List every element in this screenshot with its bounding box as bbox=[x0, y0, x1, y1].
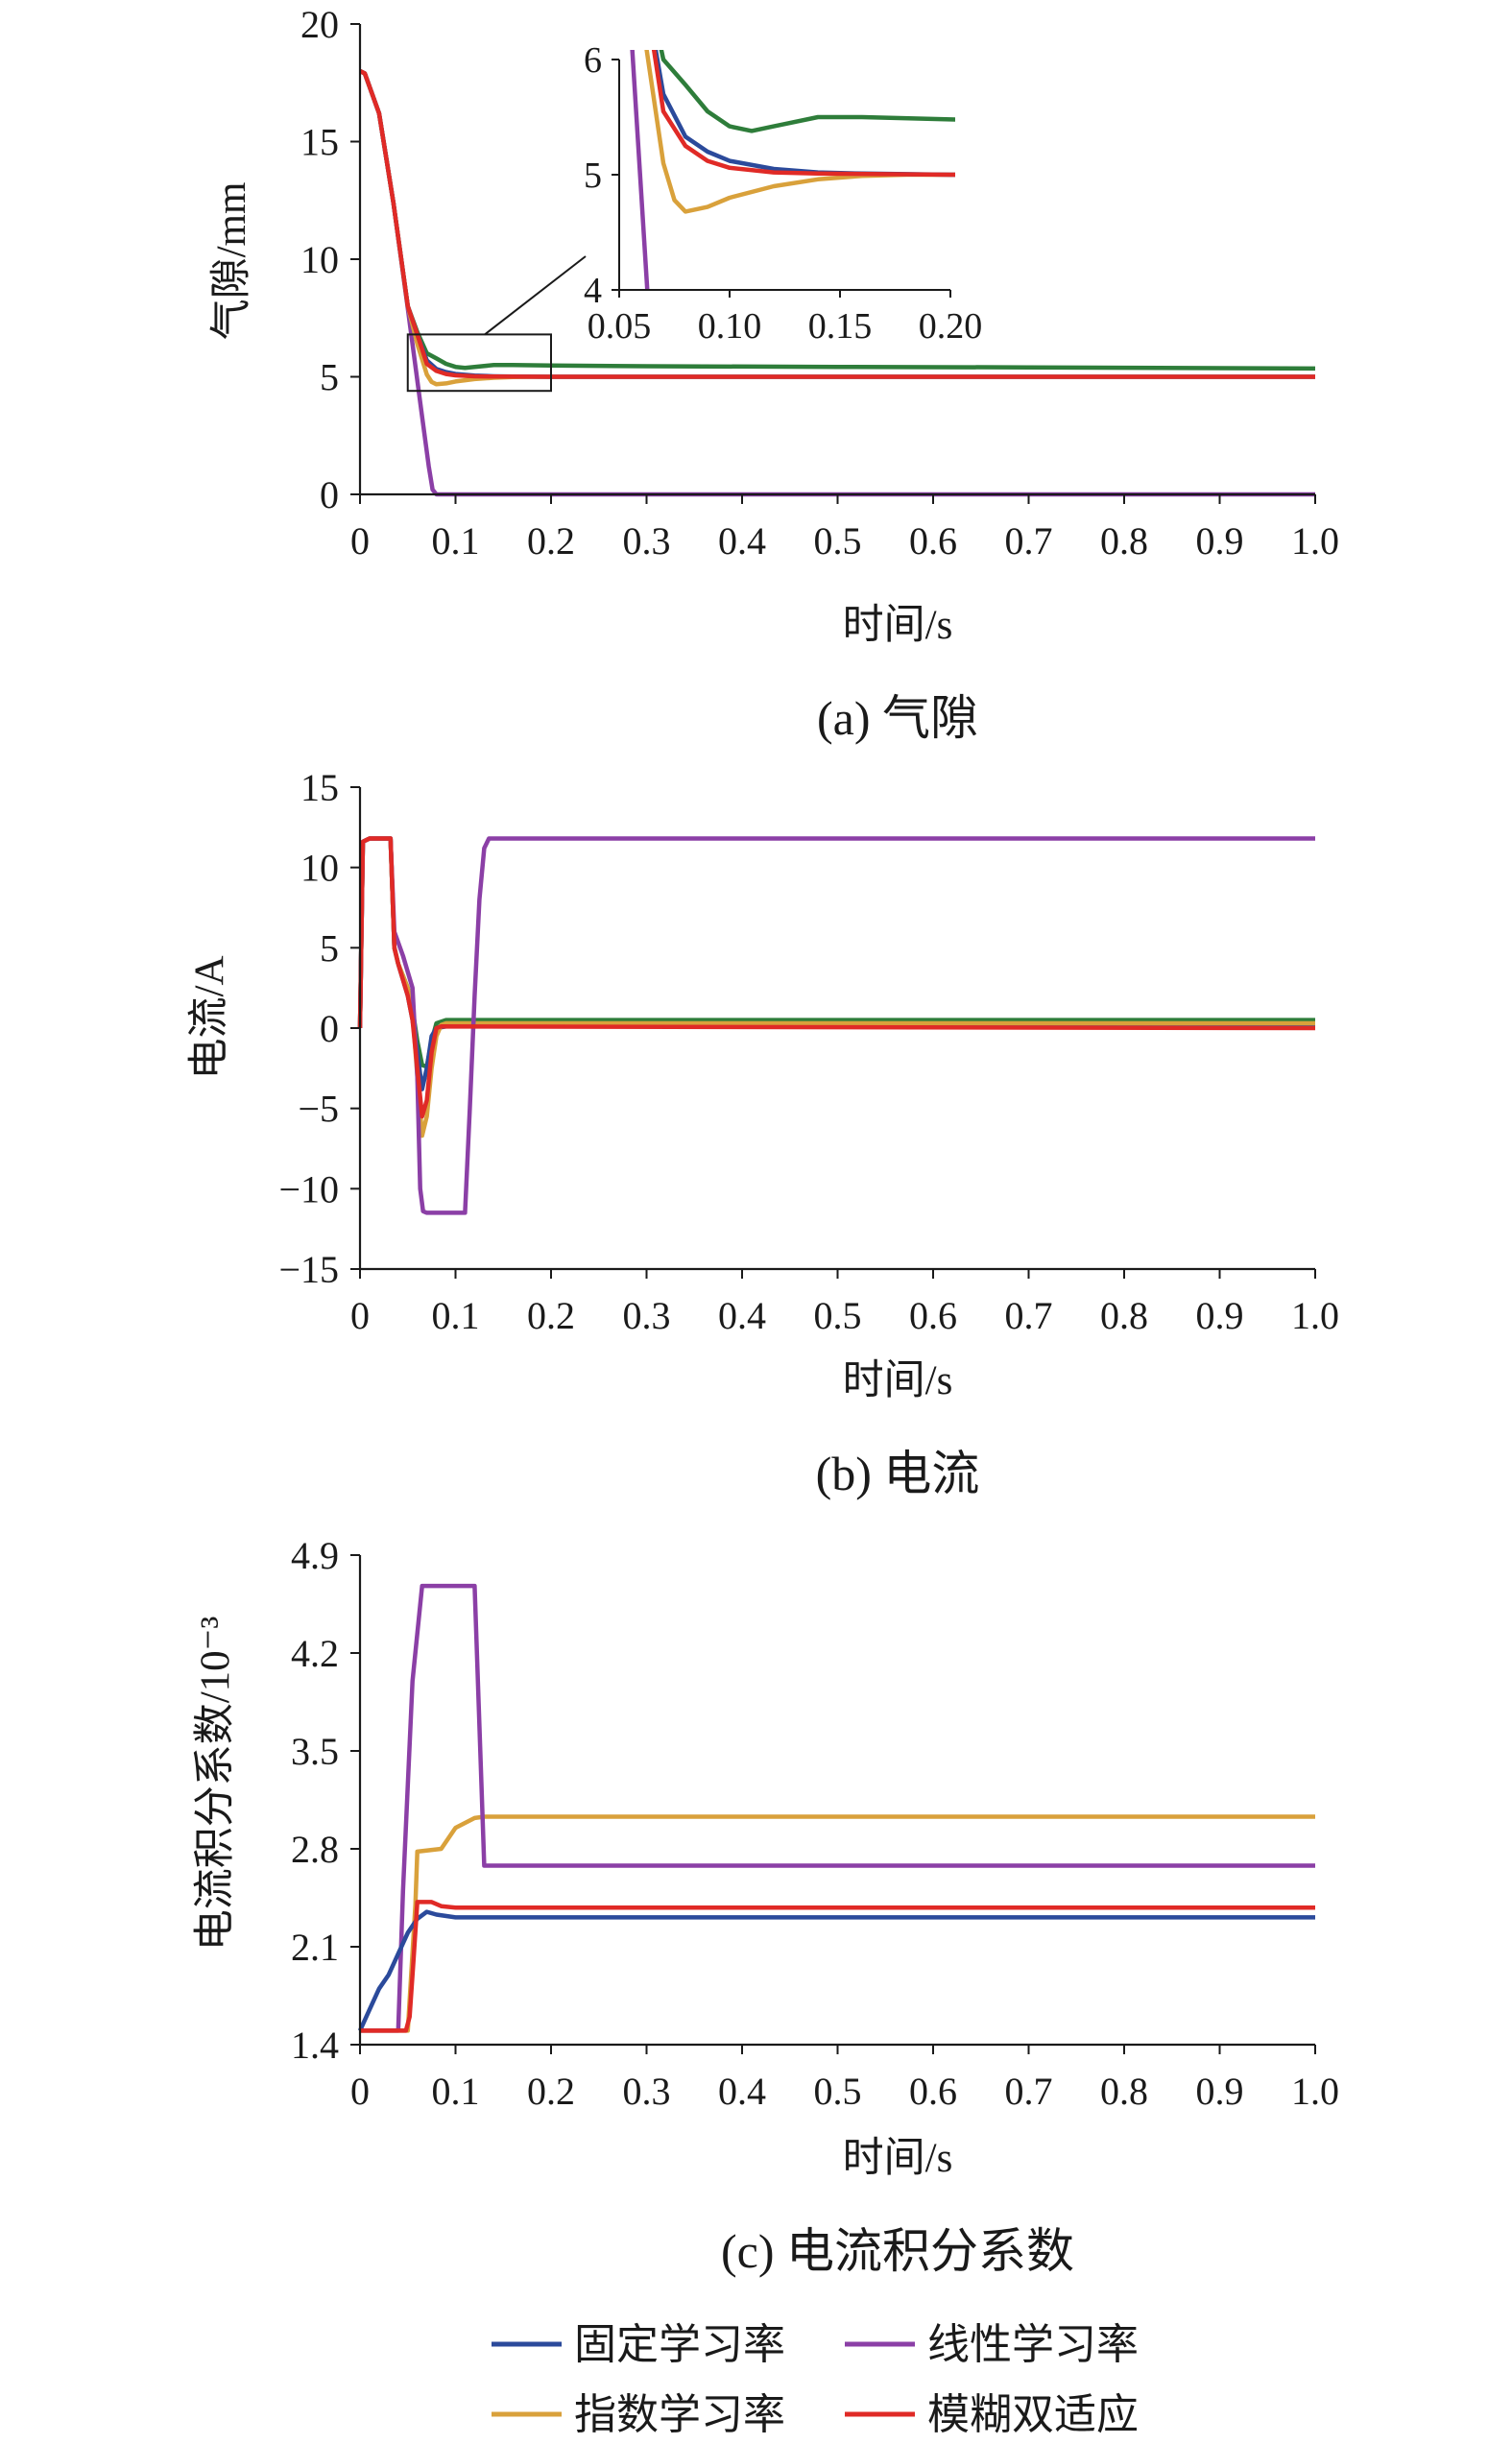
panel-c-caption: (c) 电流积分系数 bbox=[721, 2224, 1074, 2278]
inset-y-tick-label: 6 bbox=[584, 40, 602, 81]
inset-line-fuzzy bbox=[651, 50, 955, 178]
panel-b-caption: (b) 电流 bbox=[816, 1447, 980, 1500]
panel-b-x-tick-label: 0.7 bbox=[1005, 1294, 1053, 1337]
panel-b-y-tick-label: −10 bbox=[278, 1167, 339, 1210]
panel-b-y-tick-label: −15 bbox=[278, 1248, 339, 1291]
panel-c-x-tick-label: 0.7 bbox=[1005, 2070, 1053, 2113]
panel-c-y-tick-label: 4.9 bbox=[291, 1534, 339, 1577]
panel-b-y-tick-label: 5 bbox=[320, 926, 339, 970]
panel-b-x-tick-label: 0.8 bbox=[1100, 1294, 1148, 1337]
panel-b-ylabel: 电流/A bbox=[187, 956, 232, 1080]
panel-a-x-tick-label: 0.2 bbox=[527, 519, 575, 563]
panel-c-axes: 0 0.1 0.2 0.3 0.4 0.5 0.6 0.7 0.8 0.9 1.0 1.4 2.1 2.8… bbox=[291, 1534, 1339, 2113]
inset-y-tick-label: 4 bbox=[584, 271, 602, 311]
panel-b-x-tick-label: 0.3 bbox=[623, 1294, 671, 1337]
panel-a-x-tick-label: 0.7 bbox=[1005, 519, 1053, 563]
panel-c-line-linear bbox=[360, 1583, 1315, 2033]
panel-b-current-chart: 0 0.1 0.2 0.3 0.4 0.5 0.6 0.7 0.8 0.9 1.0 −15 −10 −5 0… bbox=[187, 766, 1339, 1500]
panel-a-line-fuzzy bbox=[358, 68, 1315, 379]
panel-b-line-fixed bbox=[357, 836, 1315, 1091]
panel-b-line-fuzzy bbox=[357, 836, 1316, 1119]
panel-c-x-tick-label: 0.3 bbox=[623, 2070, 671, 2113]
panel-a-x-tick-label: 0.5 bbox=[814, 519, 862, 563]
legend-label-exponential: 指数学习率 bbox=[574, 2391, 785, 2438]
panel-a-x-tick-label: 0.9 bbox=[1196, 519, 1244, 563]
panel-c-y-tick-label: 1.4 bbox=[291, 2024, 339, 2067]
panel-c-x-tick-label: 0.2 bbox=[527, 2070, 575, 2113]
panel-c-series bbox=[357, 1583, 1315, 2033]
panel-a-y-tick-label: 10 bbox=[300, 238, 339, 281]
panel-a-inset: 0.05 0.10 0.15 0.20 4 5 6 bbox=[406, 40, 983, 393]
panel-c-y-tick-label: 2.8 bbox=[291, 1828, 339, 1871]
zoom-box bbox=[406, 333, 552, 393]
panel-c-x-tick-label: 0 bbox=[350, 2070, 370, 2113]
panel-c-line-exponential bbox=[360, 1814, 1315, 2033]
panel-b-line-exponential bbox=[357, 836, 1315, 1138]
panel-b-series bbox=[357, 836, 1316, 1215]
panel-a-x-tick-label: 0.4 bbox=[718, 519, 766, 563]
panel-c-integral-coefficient-chart: 0 0.1 0.2 0.3 0.4 0.5 0.6 0.7 0.8 0.9 1.0 1.4 2.1 2.8… bbox=[193, 1534, 1339, 2278]
panel-c-y-tick-label: 3.5 bbox=[291, 1730, 339, 1773]
panel-b-y-tick-label: 10 bbox=[300, 847, 339, 890]
panel-a-caption: (a) 气隙 bbox=[817, 691, 978, 745]
panel-b-x-tick-label: 0 bbox=[350, 1294, 370, 1337]
panel-a-y-tick-label: 0 bbox=[320, 473, 339, 516]
panel-b-x-tick-label: 1.0 bbox=[1291, 1294, 1339, 1337]
panel-a-gap-chart: 0 0.1 0.2 0.3 0.4 0.5 0.6 0.7 0.8 0.9 1.005101520 … bbox=[209, 3, 1339, 745]
inset-series bbox=[630, 50, 955, 290]
panel-b-x-tick-label: 0.5 bbox=[814, 1294, 862, 1337]
panel-c-ylabel: 电流积分系数/10⁻³ bbox=[193, 1617, 238, 1952]
legend-label-fuzzy: 模糊双适应 bbox=[927, 2391, 1139, 2438]
panel-a-axes: 0 0.1 0.2 0.3 0.4 0.5 0.6 0.7 0.8 0.9 1.0 0 5 10 15 20 bbox=[300, 3, 1339, 563]
panel-b-x-tick-label: 0.1 bbox=[432, 1294, 480, 1337]
panel-b-x-tick-label: 0.6 bbox=[909, 1294, 957, 1337]
legend-label-linear: 线性学习率 bbox=[927, 2321, 1139, 2368]
panel-c-line-fixed bbox=[357, 1909, 1315, 2032]
inset-line-exponential bbox=[644, 50, 955, 214]
panel-b-line-green bbox=[357, 836, 1315, 1069]
panel-b-x-tick-label: 0.4 bbox=[718, 1294, 766, 1337]
panel-a-y-tick-label: 15 bbox=[300, 121, 339, 164]
panel-c-x-tick-label: 0.6 bbox=[909, 2070, 957, 2113]
legend-label-fixed: 固定学习率 bbox=[574, 2321, 785, 2368]
panel-b-y-tick-label: 0 bbox=[320, 1007, 339, 1050]
panel-b-y-tick-label: 15 bbox=[300, 766, 339, 809]
inset-x-tick-label: 0.15 bbox=[808, 306, 873, 347]
panel-b-x-tick-label: 0.9 bbox=[1196, 1294, 1244, 1337]
panel-c-xlabel: 时间/s bbox=[843, 2136, 953, 2181]
panel-c-x-tick-label: 0.5 bbox=[814, 2070, 862, 2113]
inset-x-tick-label: 0.10 bbox=[698, 306, 762, 347]
panel-a-y-tick-label: 5 bbox=[320, 356, 339, 399]
panel-a-x-tick-label: 0 bbox=[350, 519, 370, 563]
panel-a-x-tick-label: 0.3 bbox=[623, 519, 671, 563]
legend: 固定学习率 线性学习率 指数学习率 模糊双适应 bbox=[492, 2321, 1139, 2438]
inset-x-tick-label: 0.05 bbox=[588, 306, 652, 347]
inset-line-green bbox=[659, 50, 955, 133]
panel-c-x-tick-label: 1.0 bbox=[1291, 2070, 1339, 2113]
panel-c-x-tick-label: 0.4 bbox=[718, 2070, 766, 2113]
zoom-connector bbox=[484, 255, 587, 336]
panel-a-x-tick-label: 1.0 bbox=[1291, 519, 1339, 563]
panel-c-x-tick-label: 0.8 bbox=[1100, 2070, 1148, 2113]
panel-a-series bbox=[358, 68, 1316, 497]
panel-c-x-tick-label: 0.9 bbox=[1196, 2070, 1244, 2113]
panel-a-line-linear bbox=[358, 68, 1315, 497]
panel-a-y-tick-label: 20 bbox=[300, 3, 339, 46]
inset-y-tick-label: 5 bbox=[584, 156, 602, 196]
panel-b-x-tick-label: 0.2 bbox=[527, 1294, 575, 1337]
panel-c-x-tick-label: 0.1 bbox=[432, 2070, 480, 2113]
panel-a-x-tick-label: 0.8 bbox=[1100, 519, 1148, 563]
panel-a-ylabel: 气隙/mm bbox=[209, 182, 254, 341]
panel-b-axes: 0 0.1 0.2 0.3 0.4 0.5 0.6 0.7 0.8 0.9 1.0 −15 −10 −5 0… bbox=[278, 766, 1339, 1337]
panel-b-xlabel: 时间/s bbox=[843, 1358, 953, 1403]
inset-x-tick-label: 0.20 bbox=[919, 306, 983, 347]
panel-b-y-tick-label: −5 bbox=[298, 1088, 339, 1131]
panel-c-line-fuzzy bbox=[360, 1900, 1315, 2033]
panel-a-x-tick-label: 0.6 bbox=[909, 519, 957, 563]
panel-c-y-tick-label: 2.1 bbox=[291, 1926, 339, 1969]
panel-a-xlabel: 时间/s bbox=[843, 603, 953, 648]
panel-c-y-tick-label: 4.2 bbox=[291, 1632, 339, 1675]
panel-a-x-tick-label: 0.1 bbox=[432, 519, 480, 563]
